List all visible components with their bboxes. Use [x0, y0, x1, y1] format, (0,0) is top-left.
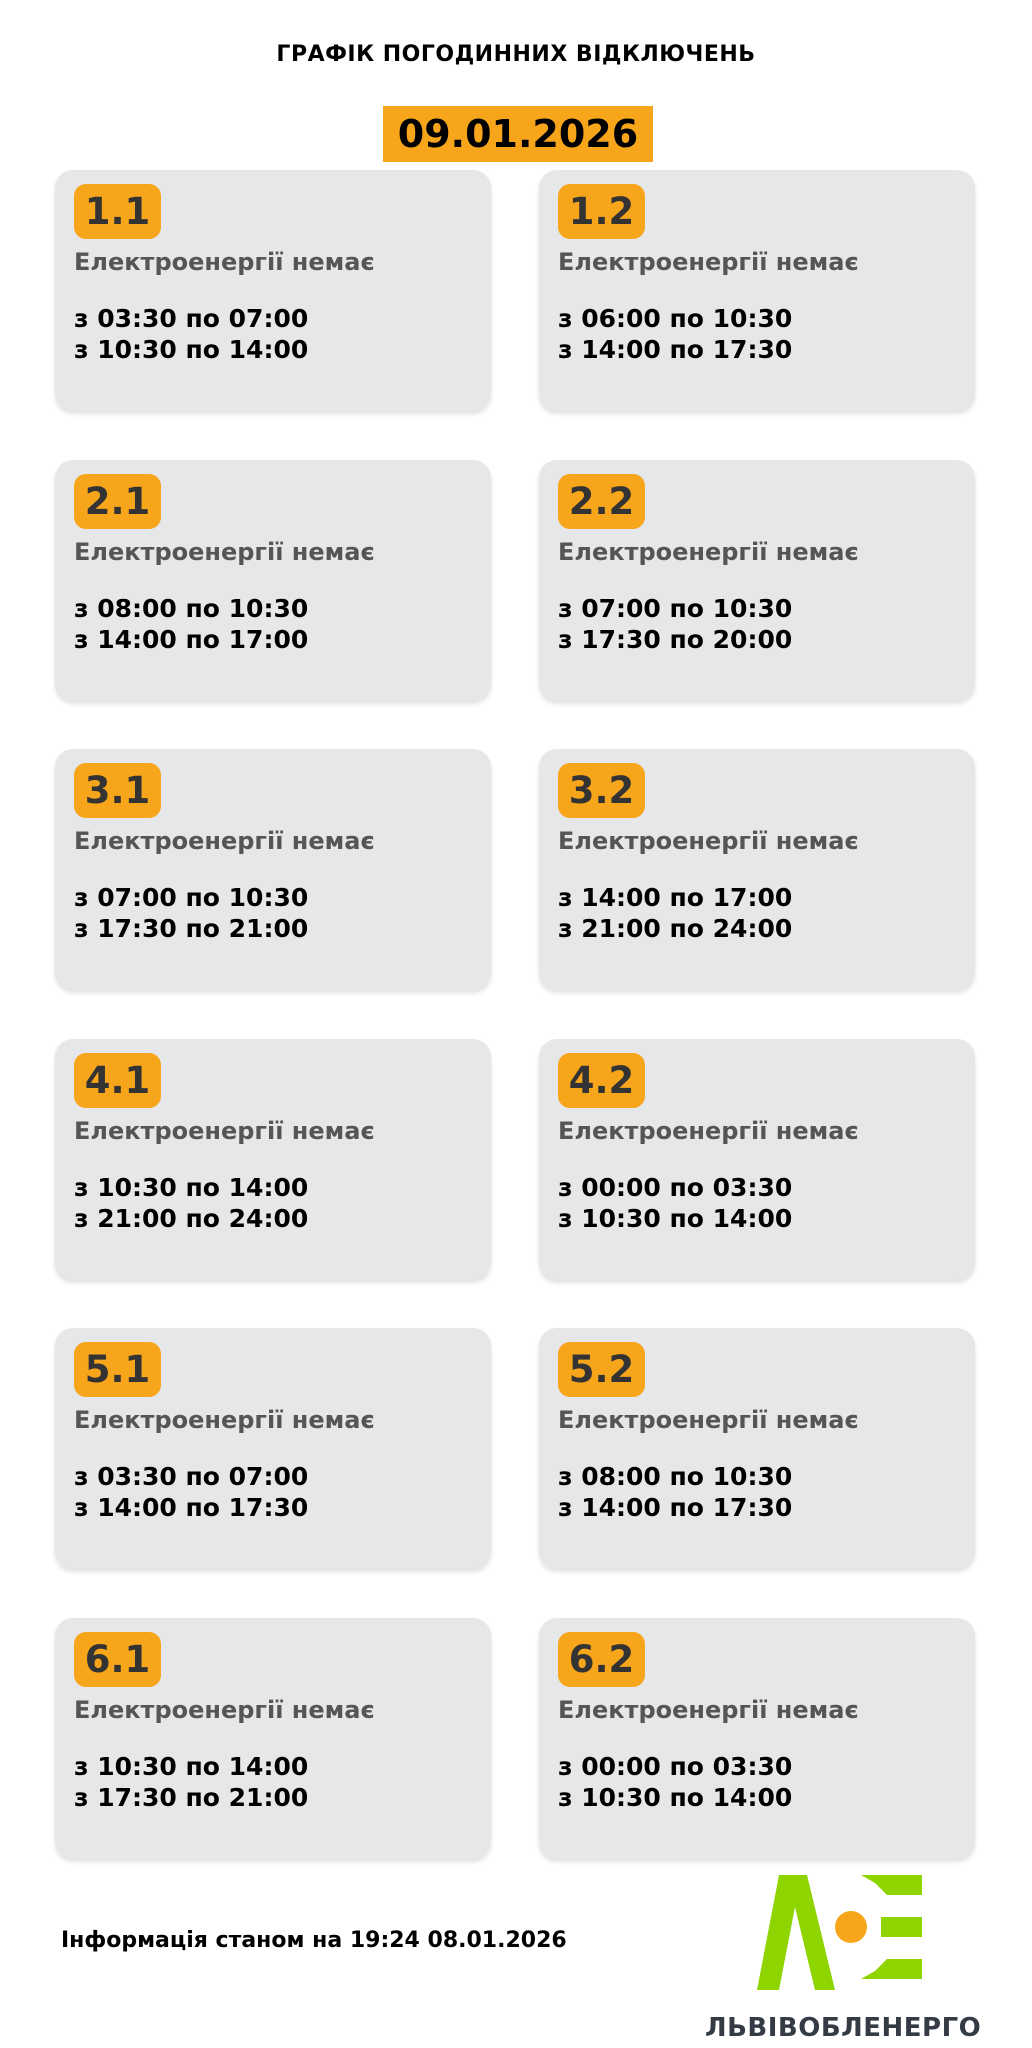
outage-interval: з 07:00 по 10:30	[74, 883, 309, 912]
outage-times: з 00:00 по 03:30 з 10:30 по 14:00	[558, 1172, 792, 1234]
company-logo	[757, 1875, 922, 1994]
group-badge: 1.2	[558, 184, 645, 239]
outage-interval: з 21:00 по 24:00	[74, 1203, 309, 1233]
group-badge: 3.2	[558, 763, 645, 818]
group-badge: 5.1	[74, 1342, 161, 1397]
group-badge: 3.1	[74, 763, 161, 818]
brand-name: ЛЬВІВОБЛЕНЕРГО	[705, 2013, 982, 2043]
outage-interval: з 17:30 по 21:00	[74, 914, 309, 943]
outage-interval: з 21:00 по 24:00	[558, 914, 793, 943]
group-card: 3.2 Електроенергії немає з 14:00 по 17:00 з…	[539, 749, 975, 990]
group-card: 4.2 Електроенергії немає з 00:00 по 03:30 з…	[539, 1038, 975, 1280]
outage-interval: з 10:30 по 14:00	[74, 335, 309, 364]
outage-times: з 14:00 по 17:00 з 21:00 по 24:00	[558, 882, 792, 944]
group-badge: 6.2	[558, 1631, 645, 1687]
group-status: Електроенергії немає	[74, 1406, 375, 1434]
outage-interval: з 10:30 по 14:00	[558, 1782, 793, 1812]
group-card: 2.2 Електроенергії немає з 07:00 по 10:30 з…	[539, 459, 975, 701]
group-card: 1.2 Електроенергії немає з 06:00 по 10:30 з…	[539, 170, 975, 411]
outage-interval: з 00:00 по 03:30	[558, 1751, 793, 1781]
group-status: Електроенергії немає	[74, 1695, 375, 1724]
outage-interval: з 17:30 по 21:00	[74, 1782, 309, 1812]
group-badge: 2.2	[558, 473, 645, 529]
logo-orange-dot	[835, 1911, 867, 1943]
group-badge: 4.2	[558, 1052, 645, 1108]
outage-interval: з 14:00 по 17:30	[558, 1493, 793, 1522]
group-status: Електроенергії немає	[558, 1695, 859, 1724]
outage-times: з 08:00 по 10:30 з 14:00 по 17:30	[558, 1461, 792, 1523]
group-status: Електроенергії немає	[558, 248, 859, 276]
outage-times: з 07:00 по 10:30 з 17:30 по 20:00	[558, 593, 792, 655]
outage-interval: з 00:00 по 03:30	[558, 1172, 793, 1202]
group-status: Електроенергії немає	[74, 537, 375, 566]
outage-interval: з 17:30 по 20:00	[558, 624, 793, 654]
outage-interval: з 14:00 по 17:30	[558, 335, 793, 364]
outage-interval: з 07:00 по 10:30	[558, 593, 793, 623]
logo-e-bottom-bar	[861, 1959, 922, 1979]
logo-e-middle-bar	[881, 1917, 922, 1937]
group-badge: 1.1	[74, 184, 161, 239]
group-status: Електроенергії немає	[558, 1116, 859, 1145]
group-card: 2.1 Електроенергії немає з 08:00 по 10:30 з…	[55, 459, 491, 701]
outage-interval: з 08:00 по 10:30	[558, 1462, 793, 1491]
outage-interval: з 10:30 по 14:00	[558, 1203, 793, 1233]
outage-times: з 07:00 по 10:30 з 17:30 по 21:00	[74, 882, 308, 944]
outage-times: з 00:00 по 03:30 з 10:30 по 14:00	[558, 1751, 792, 1813]
info-timestamp: Інформація станом на 19:24 08.01.2026	[61, 1928, 567, 1953]
group-status: Електроенергії немає	[74, 248, 375, 276]
outage-times: з 08:00 по 10:30 з 14:00 по 17:00	[74, 593, 308, 655]
group-badge: 4.1	[74, 1052, 161, 1108]
group-card: 4.1 Електроенергії немає з 10:30 по 14:00 з…	[55, 1038, 491, 1280]
group-card: 5.1 Електроенергії немає з 03:30 по 07:00 з…	[55, 1328, 491, 1569]
outage-interval: з 03:30 по 07:00	[74, 304, 309, 333]
group-card: 6.2 Електроенергії немає з 00:00 по 03:30 з…	[539, 1617, 975, 1859]
group-card: 1.1 Електроенергії немає з 03:30 по 07:00 з…	[55, 170, 491, 411]
outage-times: з 10:30 по 14:00 з 17:30 по 21:00	[74, 1751, 308, 1813]
group-status: Електроенергії немає	[558, 537, 859, 566]
group-badge: 2.1	[74, 473, 161, 529]
outage-interval: з 14:00 по 17:30	[74, 1493, 309, 1522]
outage-interval: з 10:30 по 14:00	[74, 1751, 309, 1781]
outage-interval: з 06:00 по 10:30	[558, 304, 793, 333]
group-badge: 6.1	[74, 1631, 161, 1687]
outage-interval: з 14:00 по 17:00	[558, 883, 793, 912]
outage-interval: з 03:30 по 07:00	[74, 1462, 309, 1491]
group-status: Електроенергії немає	[558, 827, 859, 855]
outage-interval: з 10:30 по 14:00	[74, 1172, 309, 1202]
logo-e-shape	[861, 1875, 922, 1895]
schedule-date: 09.01.2026	[383, 106, 653, 162]
outage-times: з 06:00 по 10:30 з 14:00 по 17:30	[558, 303, 792, 365]
logo-lambda-shape	[757, 1875, 835, 1990]
group-card: 3.1 Електроенергії немає з 07:00 по 10:30 з…	[55, 749, 491, 990]
outage-interval: з 08:00 по 10:30	[74, 593, 309, 623]
page-title: ГРАФІК ПОГОДИННИХ ВІДКЛЮЧЕНЬ	[276, 42, 756, 67]
group-status: Електроенергії немає	[558, 1406, 859, 1434]
group-badge: 5.2	[558, 1342, 645, 1397]
outage-interval: з 14:00 по 17:00	[74, 624, 309, 654]
outage-times: з 10:30 по 14:00 з 21:00 по 24:00	[74, 1172, 308, 1234]
outage-times: з 03:30 по 07:00 з 14:00 по 17:30	[74, 1461, 308, 1523]
group-card: 6.1 Електроенергії немає з 10:30 по 14:00 з…	[55, 1617, 491, 1859]
group-card: 5.2 Електроенергії немає з 08:00 по 10:30 з…	[539, 1328, 975, 1569]
outage-times: з 03:30 по 07:00 з 10:30 по 14:00	[74, 303, 308, 365]
group-status: Електроенергії немає	[74, 827, 375, 855]
group-status: Електроенергії немає	[74, 1116, 375, 1145]
